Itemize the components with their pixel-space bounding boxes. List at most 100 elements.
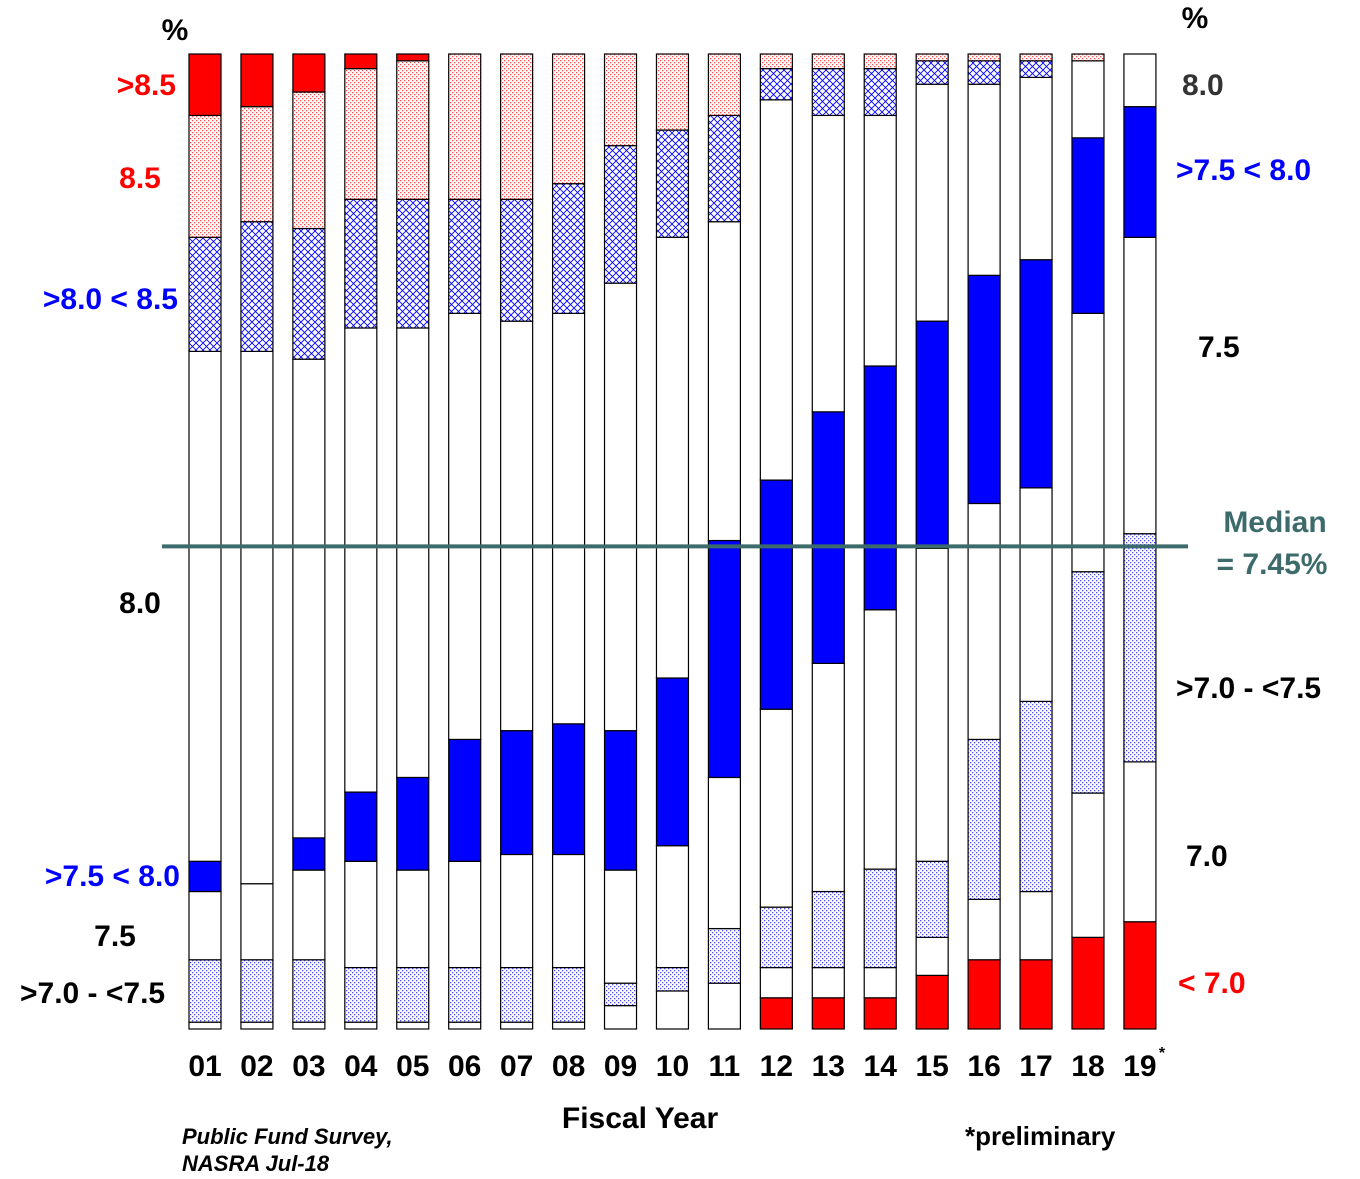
bar-segment [292, 959, 326, 1023]
source: NASRA Jul-18 [182, 1151, 330, 1176]
bar-segment [759, 99, 793, 481]
bar-segment [1123, 533, 1157, 763]
bar-segment [448, 198, 482, 314]
bar-segment [240, 883, 274, 961]
legend-label: >7.5 < 8.0 [45, 860, 180, 893]
x-tick-label: 05 [396, 1050, 429, 1083]
bar-segment [1071, 571, 1105, 794]
legend-label: 8.0 [1182, 69, 1224, 102]
x-tick-label: 14 [864, 1050, 898, 1083]
bar-segment [1019, 890, 1053, 961]
legend-label: >7.5 < 8.0 [1176, 154, 1311, 187]
bar-segment [707, 53, 742, 117]
legend-label: 8.5 [119, 162, 161, 195]
bar-segment [915, 53, 949, 62]
bar-segment [500, 853, 534, 969]
x-tick-label: 11 [709, 1050, 741, 1083]
legend-label: 8.0 [119, 587, 161, 620]
bar-segment [655, 990, 690, 1030]
bar-segment [915, 83, 949, 322]
bar-segment [1071, 312, 1105, 573]
bar-segment [811, 68, 845, 117]
x-tick-label: 02 [240, 1050, 273, 1083]
bar-segment [396, 869, 430, 969]
legend-label: >8.5 [117, 69, 176, 102]
bar-segment [344, 966, 378, 1023]
bar-segment [448, 53, 482, 200]
bar-segment [344, 327, 378, 793]
bar-segment [863, 609, 897, 870]
bar-segment [603, 869, 638, 984]
bar-segment [448, 312, 482, 741]
bar-segment [500, 198, 534, 322]
bar-segment [551, 966, 586, 1023]
x-tick-label: 12 [760, 1050, 793, 1083]
bar-segment [188, 350, 222, 862]
bar-segment [863, 966, 897, 999]
bar-segment [240, 1021, 274, 1030]
bar-segment [551, 1021, 586, 1030]
bar-segment [1019, 60, 1053, 79]
bar-segment [188, 1021, 222, 1030]
bar-segment [655, 845, 690, 969]
legend-label: 7.5 [1198, 331, 1240, 364]
marker: * [1159, 1045, 1166, 1062]
bar-segment [603, 282, 638, 732]
y-unit: % [1182, 2, 1209, 35]
bar-segment [188, 53, 222, 117]
bar-segment [811, 662, 845, 893]
x-tick-label: 10 [656, 1050, 689, 1083]
bar-segment [603, 53, 638, 147]
bar-segment [655, 677, 690, 847]
bar-segment [292, 227, 326, 360]
x-tick-label: 01 [188, 1050, 221, 1083]
bar-segment [863, 868, 897, 969]
bar-segment [655, 129, 690, 238]
bar-segment [915, 547, 949, 862]
bar-segment [396, 776, 430, 871]
source: Public Fund Survey, [182, 1124, 393, 1149]
bar-segment [240, 350, 274, 885]
x-tick-label: 04 [344, 1050, 378, 1083]
bar-segment [603, 982, 638, 1007]
bar-segment [292, 869, 326, 961]
bar-segment [707, 927, 742, 984]
x-tick-label: 16 [967, 1050, 1000, 1083]
bar-segment [967, 502, 1001, 741]
bar-segment [759, 997, 793, 1030]
bar-segment [1071, 137, 1105, 314]
x-tick-label: 18 [1071, 1050, 1104, 1083]
bar-segment [188, 114, 222, 238]
bar-segment [811, 114, 845, 413]
bar-segment [967, 274, 1001, 505]
bar-segment [811, 53, 845, 70]
bar-segment [240, 221, 274, 352]
bar-segment [396, 53, 430, 62]
bar-segment [1123, 761, 1157, 923]
bar-segment [500, 1021, 534, 1030]
bar-segment [292, 1021, 326, 1030]
x-tick-label: 13 [812, 1050, 845, 1083]
bar-segment [915, 860, 949, 938]
bar-segment [551, 853, 586, 969]
bar-segment [396, 60, 430, 200]
bar-segment [188, 890, 222, 961]
bar-segment [655, 966, 690, 992]
bar-segment [500, 320, 534, 732]
x-tick-label: 17 [1019, 1050, 1052, 1083]
bar-segment [292, 91, 326, 230]
legend-label: >7.0 - <7.5 [20, 977, 165, 1010]
bar-segment [1123, 106, 1157, 238]
bar-segment [396, 198, 430, 329]
bar-segment [759, 68, 793, 101]
bar-segment [1019, 959, 1053, 1030]
bar-segment [967, 898, 1001, 961]
bar-segment [759, 708, 793, 908]
bar-segment [551, 312, 586, 725]
x-tick-label: 06 [448, 1050, 481, 1083]
bar-segment [396, 966, 430, 1023]
bar-segment [500, 730, 534, 856]
x-tick-label: 15 [915, 1050, 948, 1083]
bar-segment [655, 53, 690, 131]
